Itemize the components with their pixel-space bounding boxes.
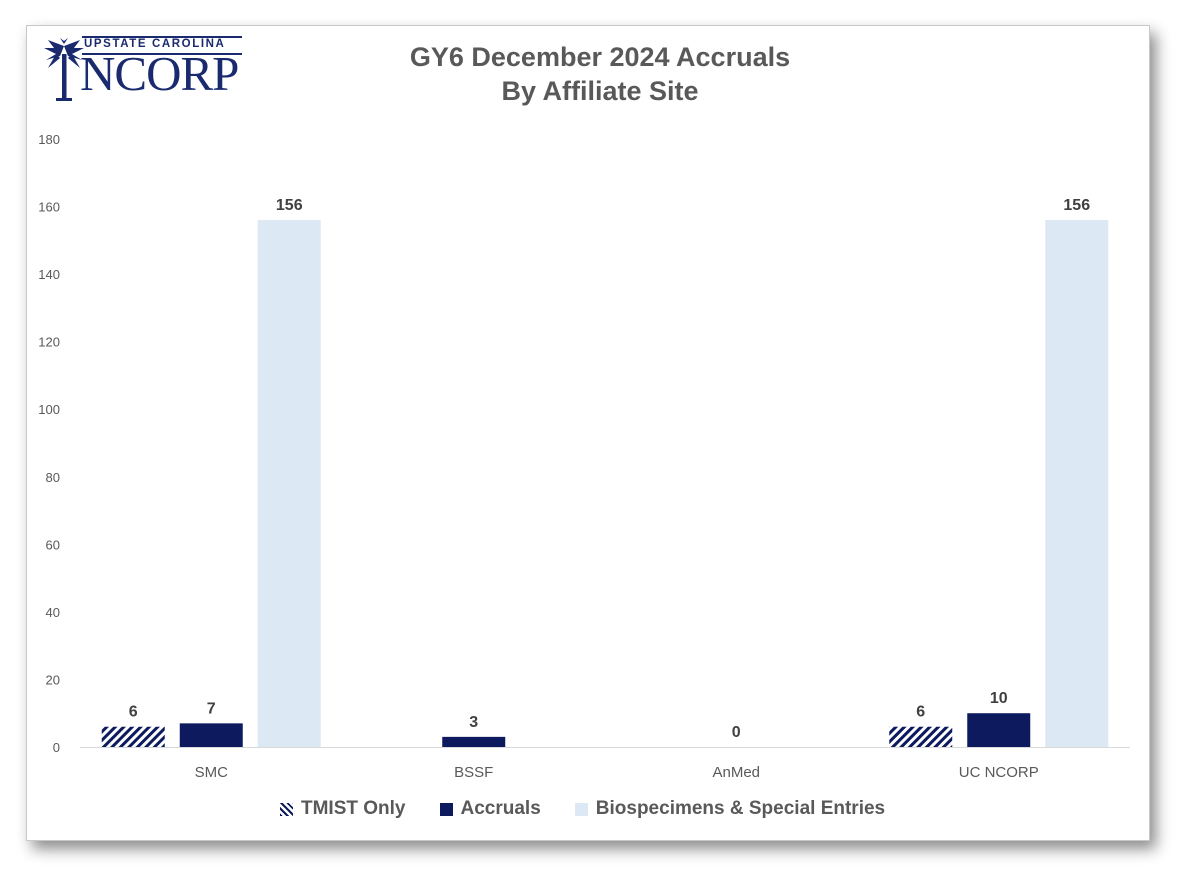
legend-item-tmist: TMIST Only xyxy=(280,798,406,820)
bar-accruals xyxy=(179,723,243,747)
y-tick-label: 140 xyxy=(38,267,60,282)
y-tick-label: 160 xyxy=(38,200,60,215)
y-tick-label: 80 xyxy=(46,470,60,485)
ncorp-logo: UPSTATE CAROLINA NCORP xyxy=(44,36,254,106)
y-tick-label: 0 xyxy=(53,740,60,755)
y-tick-label: 20 xyxy=(46,672,60,687)
x-tick-label: BSSF xyxy=(454,764,493,781)
bar-accruals xyxy=(967,713,1031,747)
logo-rule-top xyxy=(82,36,242,38)
palmetto-tree-icon xyxy=(44,38,84,101)
x-axis: SMC BSSF AnMed UC NCORP xyxy=(80,747,1130,781)
bars: 6 7 156 3 0 6 10 156 xyxy=(101,197,1109,748)
y-tick-label: 40 xyxy=(46,605,60,620)
legend-label-biospecimens: Biospecimens & Special Entries xyxy=(595,798,886,819)
legend-swatch-biospecimens xyxy=(574,802,588,816)
logo-top-text: UPSTATE CAROLINA xyxy=(84,38,226,50)
y-tick-label: 180 xyxy=(38,132,60,147)
x-tick-label: SMC xyxy=(195,764,229,781)
legend-swatch-accruals xyxy=(439,802,453,816)
data-label: 0 xyxy=(732,724,741,741)
data-label: 156 xyxy=(276,197,303,214)
chart-frame xyxy=(26,25,1150,841)
legend-label-tmist: TMIST Only xyxy=(301,798,406,819)
y-tick-label: 60 xyxy=(46,537,60,552)
bar-biospecimens xyxy=(257,220,321,748)
data-label: 3 xyxy=(469,714,478,731)
legend-label-accruals: Accruals xyxy=(460,798,541,819)
data-label: 6 xyxy=(129,704,138,721)
bar-biospecimens xyxy=(1045,220,1109,748)
bar-accruals xyxy=(442,736,506,747)
legend: TMIST Only Accruals Biospecimens & Speci… xyxy=(280,798,919,820)
x-tick-label: AnMed xyxy=(712,764,760,781)
data-label: 7 xyxy=(207,700,216,717)
y-axis: 0 20 40 60 80 100 120 140 160 180 xyxy=(38,132,60,755)
logo-rule-bottom xyxy=(82,53,242,55)
legend-swatch-tmist xyxy=(280,802,293,816)
y-tick-label: 100 xyxy=(38,402,60,417)
chart-title: GY6 December 2024 Accruals By Affiliate … xyxy=(0,40,1200,108)
logo-main-text: NCORP xyxy=(80,46,239,101)
data-label: 156 xyxy=(1063,197,1090,214)
legend-item-biospecimens: Biospecimens & Special Entries xyxy=(574,798,886,820)
legend-item-accruals: Accruals xyxy=(439,798,541,820)
chart-title-line2: By Affiliate Site xyxy=(501,76,699,106)
bar-tmist xyxy=(101,726,165,747)
x-tick-label: UC NCORP xyxy=(959,764,1039,781)
data-label: 10 xyxy=(990,690,1008,707)
data-label: 6 xyxy=(916,704,925,721)
chart-title-line1: GY6 December 2024 Accruals xyxy=(409,42,791,72)
bar-tmist xyxy=(889,726,953,747)
y-tick-label: 120 xyxy=(38,335,60,350)
